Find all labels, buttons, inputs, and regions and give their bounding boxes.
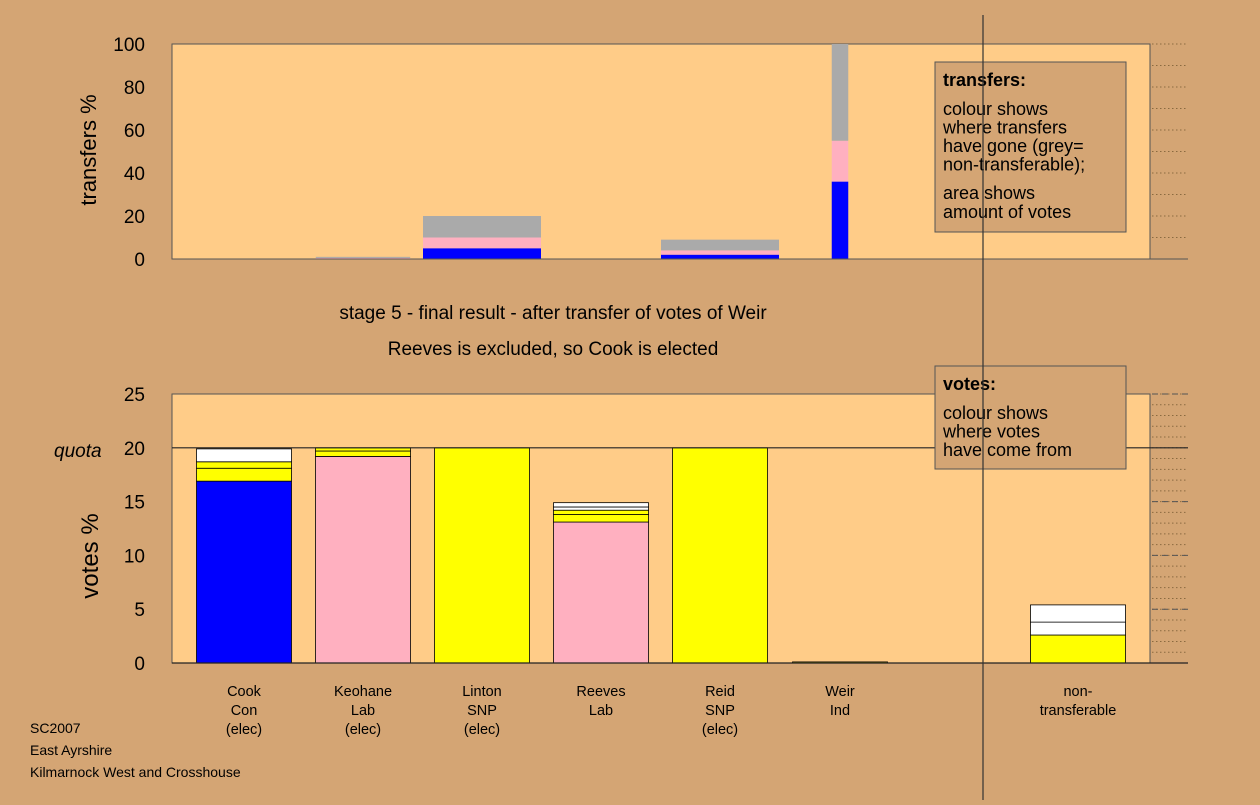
vote-segment-cook — [196, 480, 292, 664]
vote-segment-reeves — [553, 502, 649, 508]
vote-segment-keohane — [315, 450, 411, 457]
transfers-y-tick-label: 20 — [124, 207, 145, 228]
candidate-label-line: (elec) — [464, 722, 500, 738]
candidate-label-line: SNP — [705, 703, 735, 719]
transfers-y-tick-label: 0 — [134, 250, 145, 271]
votes-legend-title: votes: — [943, 374, 996, 394]
footer-ward: Kilmarnock West and Crosshouse — [30, 764, 241, 780]
vote-segment-cook — [196, 461, 292, 469]
chart-title-line-1: stage 5 - final result - after transfer … — [339, 303, 767, 324]
transfer-segment-keohane — [315, 256, 411, 258]
transfer-segment-linton — [423, 216, 541, 238]
footer: SC2007 East Ayrshire Kilmarnock West and… — [30, 720, 241, 780]
transfer-segment-linton — [423, 237, 541, 249]
transfers-y-axis-label: transfers % — [76, 94, 101, 205]
votes-legend-line: where votes — [942, 422, 1040, 442]
candidate-label-line: Con — [231, 703, 258, 719]
votes-y-tick-label: 20 — [124, 439, 145, 460]
vote-segment-reid — [672, 447, 768, 664]
footer-council: East Ayrshire — [30, 742, 112, 758]
vote-segment-reeves — [553, 509, 649, 515]
transfers-y-tick-label: 80 — [124, 78, 145, 99]
candidate-label-line: (elec) — [226, 722, 262, 738]
candidate-label-line: Ind — [830, 703, 850, 719]
votes-y-tick-label: 5 — [134, 600, 145, 621]
candidate-label-line: Keohane — [334, 684, 392, 700]
candidate-label-line: transferable — [1040, 703, 1117, 719]
candidate-label-line: Linton — [462, 684, 502, 700]
vote-segment-non-transferable — [1030, 621, 1126, 636]
vote-segment-cook — [196, 448, 292, 463]
transfers-legend-title: transfers: — [943, 70, 1026, 90]
vote-segment-keohane — [315, 456, 411, 664]
candidate-label-line: Reeves — [576, 684, 625, 700]
transfers-y-tick-label: 100 — [113, 35, 145, 56]
transfer-segment-reid — [661, 254, 779, 259]
votes-legend-line: have come from — [943, 440, 1072, 460]
transfer-segment-weir — [831, 44, 849, 141]
transfer-segment-linton — [423, 248, 541, 259]
vote-segment-non-transferable — [1030, 604, 1126, 623]
transfers-legend-line: where transfers — [942, 118, 1067, 138]
vote-segment-reeves — [553, 506, 649, 511]
transfers-legend-line: non-transferable); — [943, 155, 1085, 175]
votes-legend-box — [934, 365, 1127, 470]
transfers-legend-line: colour shows — [943, 99, 1048, 119]
candidate-label-line: SNP — [467, 703, 497, 719]
candidate-label-line: Cook — [227, 684, 262, 700]
candidate-label-line: non- — [1063, 684, 1092, 700]
vote-segment-cook — [196, 467, 292, 482]
votes-y-ticks: 0 5 10 15 20 25 — [124, 385, 145, 675]
transfers-legend-box — [934, 61, 1127, 233]
candidate-label-line: Lab — [589, 703, 613, 719]
transfers-y-tick-label: 60 — [124, 121, 145, 142]
votes-y-tick-label: 15 — [124, 493, 145, 514]
votes-y-tick-label: 0 — [134, 654, 145, 675]
votes-legend-line: colour shows — [943, 403, 1048, 423]
candidate-labels: Cook Con (elec) Keohane Lab (elec) Linton SNP (e… — [226, 684, 1116, 738]
candidate-label-line: Weir — [825, 684, 855, 700]
vote-segment-reeves — [553, 521, 649, 664]
vote-segment-non-transferable — [1030, 634, 1126, 664]
votes-bars — [172, 447, 1188, 664]
votes-y-tick-label: 25 — [124, 385, 145, 406]
transfers-y-ticks: 0 20 40 60 80 100 — [113, 35, 145, 271]
vote-segment-reeves — [553, 514, 649, 523]
transfer-segment-keohane — [315, 257, 411, 259]
quota-label: quota — [54, 441, 102, 462]
transfer-segment-reid — [661, 239, 779, 251]
candidate-label-line: (elec) — [345, 722, 381, 738]
transfers-bars — [172, 44, 1188, 260]
transfer-segment-reid — [661, 250, 779, 255]
vote-segment-linton — [434, 447, 530, 664]
chart-title-line-2: Reeves is excluded, so Cook is elected — [388, 339, 719, 360]
votes-y-tick-label: 10 — [124, 546, 145, 567]
transfers-legend-line: area shows — [943, 183, 1035, 203]
transfers-legend-line: amount of votes — [943, 202, 1071, 222]
footer-election: SC2007 — [30, 720, 81, 736]
transfers-y-tick-label: 40 — [124, 164, 145, 185]
votes-y-axis-label: votes % — [77, 513, 104, 598]
transfer-segment-weir — [831, 181, 849, 259]
candidate-label-line: Reid — [705, 684, 735, 700]
transfer-segment-weir — [831, 140, 849, 182]
candidate-label-line: (elec) — [702, 722, 738, 738]
transfers-legend-line: have gone (grey= — [943, 136, 1084, 156]
candidate-label-line: Lab — [351, 703, 375, 719]
